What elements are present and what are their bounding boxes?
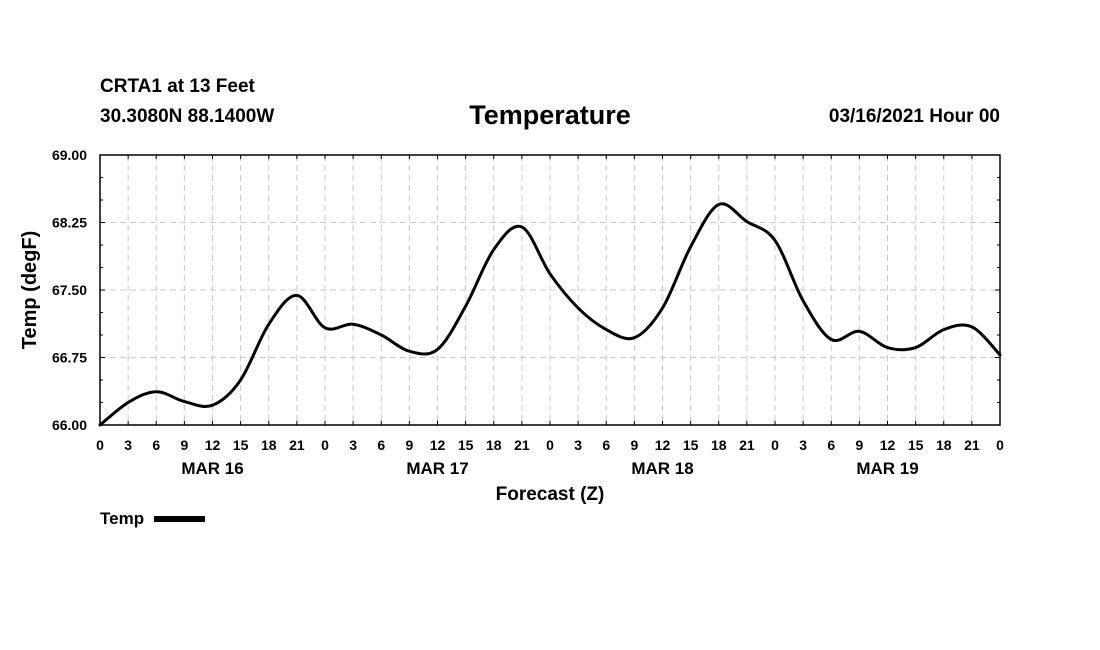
x-tick-label: 18 xyxy=(711,437,727,453)
day-label: MAR 19 xyxy=(856,459,918,478)
x-tick-label: 21 xyxy=(514,437,530,453)
x-tick-label: 0 xyxy=(771,437,779,453)
x-tick-label: 0 xyxy=(546,437,554,453)
x-tick-label: 12 xyxy=(655,437,671,453)
y-tick-label: 66.00 xyxy=(52,417,87,433)
day-label: MAR 16 xyxy=(181,459,243,478)
x-tick-label: 6 xyxy=(152,437,160,453)
legend-swatch-temp xyxy=(154,516,206,522)
axis-labels: 0 3 6 9 12 15 18 21 0 3 6 9 12 15 18 21 0 3 6 9 12 15 18 21 0 3 6 9… xyxy=(52,147,1004,478)
x-tick-label: 12 xyxy=(205,437,221,453)
x-tick-label: 15 xyxy=(683,437,699,453)
x-tick-label: 3 xyxy=(349,437,357,453)
series-line-temp xyxy=(98,202,1002,427)
y-tick-label: 67.50 xyxy=(52,282,87,298)
x-tick-label: 9 xyxy=(405,437,413,453)
x-tick-label: 21 xyxy=(739,437,755,453)
x-tick-label: 21 xyxy=(289,437,305,453)
gridlines xyxy=(100,155,1000,425)
y-axis-title: Temp (degF) xyxy=(19,231,41,350)
legend-label: Temp xyxy=(100,509,145,528)
x-tick-label: 9 xyxy=(180,437,188,453)
x-tick-label: 6 xyxy=(602,437,610,453)
legend: Temp xyxy=(100,509,206,529)
y-tick-label: 66.75 xyxy=(52,350,87,366)
x-tick-label: 18 xyxy=(936,437,952,453)
x-tick-label: 18 xyxy=(261,437,277,453)
station-coordinates: 30.3080N 88.1400W xyxy=(100,106,275,127)
x-tick-label: 3 xyxy=(124,437,132,453)
x-tick-label: 0 xyxy=(96,437,104,453)
x-tick-label: 3 xyxy=(799,437,807,453)
x-tick-label: 12 xyxy=(880,437,896,453)
x-tick-label: 6 xyxy=(827,437,835,453)
x-tick-label: 12 xyxy=(430,437,446,453)
x-tick-label: 0 xyxy=(996,437,1004,453)
day-label: MAR 17 xyxy=(406,459,468,478)
y-tick-label: 68.25 xyxy=(52,215,87,231)
x-tick-label: 15 xyxy=(458,437,474,453)
x-tick-label: 15 xyxy=(233,437,249,453)
x-tick-label: 18 xyxy=(486,437,502,453)
x-tick-label: 15 xyxy=(908,437,924,453)
forecast-datetime: 03/16/2021 Hour 00 xyxy=(828,106,1000,127)
x-tick-label: 9 xyxy=(855,437,863,453)
x-tick-label: 21 xyxy=(964,437,980,453)
x-tick-label: 0 xyxy=(321,437,329,453)
day-label: MAR 18 xyxy=(631,459,693,478)
x-tick-label: 9 xyxy=(630,437,638,453)
y-tick-label: 69.00 xyxy=(52,147,87,163)
x-tick-label: 3 xyxy=(574,437,582,453)
chart-title: Temperature xyxy=(469,100,631,130)
x-tick-label: 6 xyxy=(377,437,385,453)
x-axis-title: Forecast (Z) xyxy=(496,484,605,505)
station-label: CRTA1 at 13 Feet xyxy=(100,76,255,97)
